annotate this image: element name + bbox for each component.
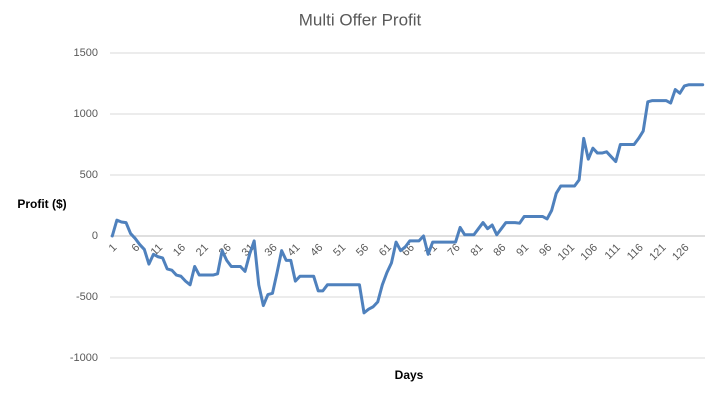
x-tick-label: 51 (331, 242, 348, 259)
y-tick-label: -1000 (70, 352, 98, 364)
x-tick-label: 21 (194, 242, 211, 259)
y-tick-label: 0 (92, 230, 98, 242)
x-tick-label: 126 (670, 242, 691, 263)
x-tick-label: 91 (514, 242, 531, 259)
x-tick-label: 56 (354, 242, 371, 259)
x-tick-label: 76 (446, 242, 463, 259)
x-tick-label: 36 (263, 242, 280, 259)
x-axis-label: Days (395, 368, 424, 382)
x-tick-label: 101 (556, 242, 577, 263)
chart-title: Multi Offer Profit (299, 10, 422, 29)
y-axis-label: Profit ($) (17, 197, 66, 211)
x-tick-label: 81 (468, 242, 485, 259)
x-tick-label: 111 (603, 242, 623, 262)
x-tick-label: 1 (107, 242, 120, 255)
y-tick-label: -500 (76, 291, 98, 303)
x-tick-label: 96 (537, 242, 554, 259)
y-tick-label: 500 (80, 169, 98, 181)
x-tick-label: 121 (647, 242, 668, 263)
x-tick-label: 46 (308, 242, 325, 259)
x-tick-label: 41 (285, 242, 302, 259)
x-tick-label: 16 (171, 242, 188, 259)
y-tick-label: 1000 (74, 108, 98, 120)
line-series (110, 83, 705, 315)
x-tick-label: 86 (491, 242, 508, 259)
x-tick-label: 106 (579, 242, 600, 263)
y-tick-label: 1500 (74, 47, 98, 59)
x-tick-label: 116 (625, 242, 646, 263)
